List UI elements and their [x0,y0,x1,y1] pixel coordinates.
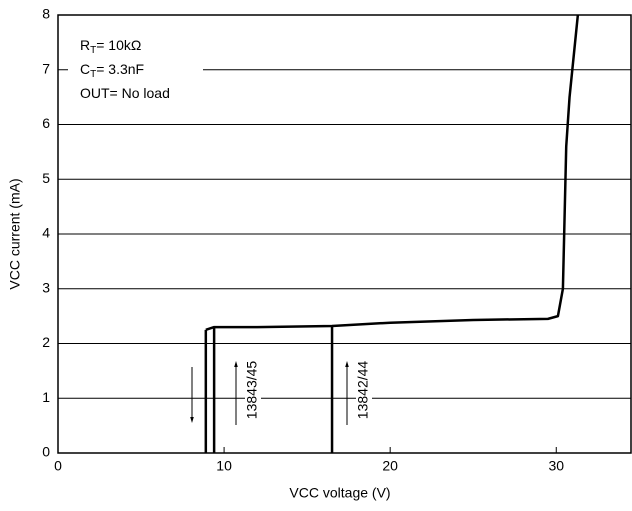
plot-frame [57,14,632,454]
label-background [245,350,261,430]
y-tick-label: 4 [42,225,50,241]
x-tick-label: 10 [216,458,232,474]
note: OUT= No load [80,85,170,101]
note: CT= 3.3nF [80,61,144,80]
note-text: R [80,37,90,53]
y-tick-label: 5 [42,170,50,186]
x-axis-label: VCC voltage (V) [289,485,390,501]
label-background [356,350,372,430]
y-tick-label: 2 [42,334,50,350]
part-label: 13843/45 [244,361,260,420]
y-tick-label: 6 [42,115,50,131]
x-tick-label: 0 [54,458,62,474]
y-tick-label: 0 [42,444,50,460]
note: RT= 10kΩ [80,37,141,56]
note-text: C [80,61,90,77]
y-tick-label: 8 [42,6,50,22]
note-subscript: T [90,69,96,80]
x-tick-label: 30 [548,458,564,474]
note-rest: = 3.3nF [96,61,144,77]
note-text: OUT= No load [80,85,170,101]
note-background [68,30,203,108]
y-tick-label: 7 [42,60,50,76]
y-axis-label: VCC current (mA) [7,178,23,289]
y-tick-label: 3 [42,279,50,295]
note-subscript: T [90,45,96,56]
line [205,14,580,332]
y-tick-label: 1 [42,389,50,405]
part-label: 13842/44 [355,361,371,420]
x-tick-label: 20 [382,458,398,474]
note-rest: = 10kΩ [96,37,141,53]
